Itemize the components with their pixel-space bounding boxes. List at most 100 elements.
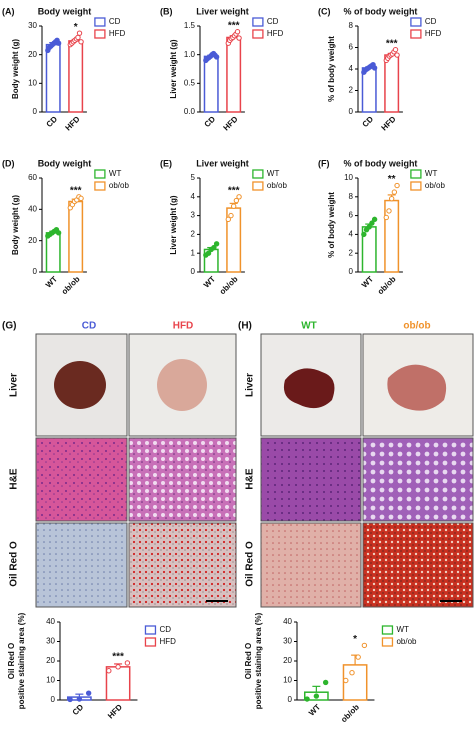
data-point: [349, 670, 355, 676]
data-point: [394, 182, 400, 189]
data-point: [234, 29, 241, 35]
y-tick-label: 30: [46, 637, 55, 646]
y-tick-label: 20: [28, 50, 37, 59]
y-tick-label: 2: [191, 230, 196, 239]
panel-label: (E): [160, 158, 172, 168]
y-tick-label: 20: [283, 656, 292, 665]
y-tick-label: 8: [349, 192, 354, 201]
y-tick-label: 20: [28, 236, 37, 245]
y-tick-label: 4: [349, 230, 354, 239]
x-tick-label: CD: [45, 114, 60, 129]
row-label: H&E: [9, 468, 20, 489]
chart-title: Body weight: [38, 158, 92, 168]
row-label: Oil Red O: [9, 541, 20, 587]
y-axis-label: Oil Red O: [244, 643, 253, 679]
data-point: [67, 696, 73, 703]
legend-swatch: [410, 181, 422, 191]
legend-label: ob/ob: [425, 181, 446, 190]
x-tick-label: HFD: [64, 114, 82, 132]
y-tick-label: 40: [283, 617, 292, 626]
row-label: Liver: [245, 373, 256, 397]
data-point: [391, 189, 398, 195]
x-tick-label: HFD: [380, 114, 398, 132]
legend-label: WT: [267, 169, 280, 178]
y-tick-label: 6: [349, 43, 354, 52]
y-tick-label: 4: [349, 64, 354, 73]
legend-label: WT: [109, 169, 122, 178]
y-tick-label: 0.0: [184, 107, 196, 116]
liver-organ: [283, 368, 335, 409]
y-tick-label: 10: [283, 676, 292, 685]
oil-red-image: [35, 522, 128, 608]
data-point: [213, 241, 220, 247]
data-point: [205, 250, 212, 256]
y-tick-label: 4: [191, 192, 196, 201]
x-tick-label: WT: [307, 702, 322, 717]
legend-label: CD: [425, 17, 437, 26]
panel-label: (C): [318, 6, 331, 16]
panel-label: (D): [2, 158, 15, 168]
data-point: [106, 668, 112, 674]
data-point: [355, 654, 361, 660]
data-point: [236, 35, 242, 41]
column-header: WT: [301, 321, 317, 332]
y-tick-label: 60: [28, 173, 37, 182]
data-point: [76, 696, 83, 702]
y-tick-label: 0: [191, 267, 196, 276]
legend-label: WT: [425, 169, 438, 178]
he-image: [128, 437, 237, 522]
legend-swatch: [381, 625, 394, 635]
significance: ***: [112, 652, 124, 663]
legend-label: ob/ob: [267, 181, 288, 190]
bar: [68, 40, 84, 113]
y-tick-label: 5: [191, 173, 196, 182]
oil-red-image: [128, 522, 237, 608]
bar: [384, 54, 400, 113]
y-tick-label: 10: [344, 173, 353, 182]
column-header: ob/ob: [403, 321, 430, 332]
panel-label: (B): [160, 6, 173, 16]
chart-title: Liver weight: [196, 158, 249, 168]
data-point: [361, 231, 367, 238]
y-tick-label: 0: [33, 267, 38, 276]
significance: ***: [70, 185, 82, 196]
chart-title: % of body weight: [343, 6, 417, 16]
x-tick-label: CD: [361, 114, 376, 129]
data-point: [392, 46, 399, 53]
legend-label: HFD: [159, 637, 176, 646]
data-point: [236, 194, 242, 200]
chart-title: Liver weight: [196, 6, 249, 16]
data-point: [388, 195, 395, 202]
y-tick-label: 3: [191, 211, 196, 220]
legend-label: CD: [267, 17, 279, 26]
data-point: [76, 30, 83, 36]
panel-label: (G): [2, 321, 16, 332]
legend-label: ob/ob: [109, 181, 130, 190]
bar: [68, 200, 84, 273]
legend-swatch: [94, 169, 106, 179]
x-tick-label: ob/ob: [60, 274, 82, 296]
y-axis-label: % of body weight: [327, 36, 336, 102]
he-image: [35, 437, 128, 522]
data-point: [78, 195, 84, 202]
y-tick-label: 0: [349, 267, 354, 276]
data-point: [322, 679, 329, 686]
significance: ***: [228, 185, 240, 196]
y-tick-label: 30: [28, 21, 37, 30]
data-point: [233, 197, 240, 204]
data-point: [383, 214, 389, 221]
data-point: [85, 690, 92, 696]
y-axis-label: Body weight (g): [11, 195, 20, 255]
legend-swatch: [252, 181, 264, 191]
y-tick-label: 20: [46, 656, 55, 665]
he-image: [362, 437, 474, 522]
data-point: [75, 34, 81, 41]
legend-swatch: [381, 637, 394, 647]
x-tick-label: CD: [71, 702, 86, 717]
legend-label: CD: [159, 625, 171, 634]
y-axis-label: Body weight (g): [11, 39, 20, 99]
x-tick-label: ob/ob: [376, 274, 398, 296]
liver-organ: [157, 359, 207, 411]
data-point: [213, 54, 220, 60]
y-tick-label: 1.5: [184, 21, 196, 30]
